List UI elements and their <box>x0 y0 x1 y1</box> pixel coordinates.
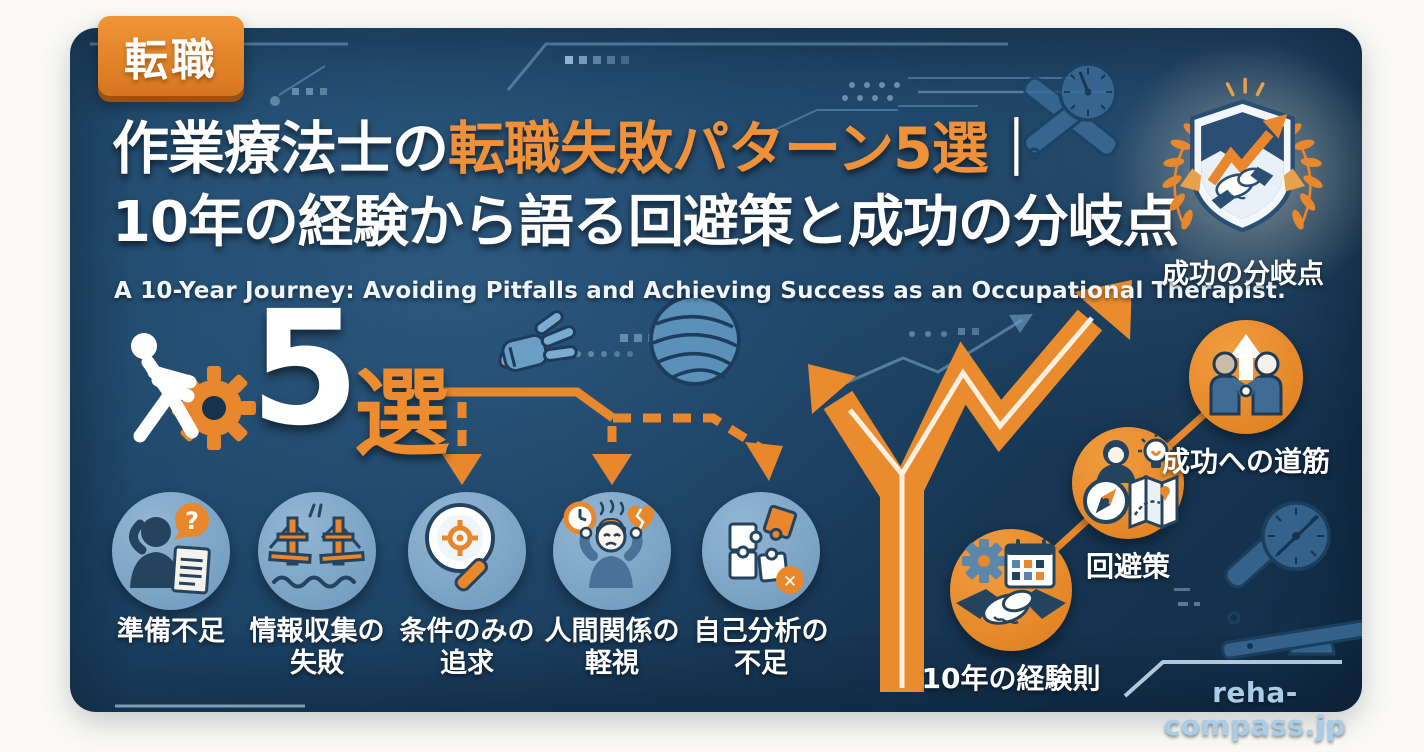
failure-item-relationships: 人間関係の 軽視 <box>532 492 692 681</box>
success-step-experience: 10年の経験則 <box>922 529 1100 697</box>
failure-label: 自己分析の 不足 <box>693 616 829 680</box>
broken-bridge-icon <box>258 492 376 610</box>
success-step-label: 成功への道筋 <box>1161 445 1330 478</box>
site-url: reha-compass.jp <box>1163 676 1347 742</box>
failure-item-conditions: 条件のみの 追求 <box>387 492 547 681</box>
success-shield-label: 成功の分岐点 <box>1162 259 1324 290</box>
success-step-path: 成功への道筋 <box>1162 320 1330 480</box>
title-separator: ｜ <box>987 116 1045 182</box>
failure-label: 条件のみの 追求 <box>399 616 535 680</box>
compass-map-icon <box>1072 427 1184 539</box>
failure-label: 人間関係の 軽視 <box>544 616 680 680</box>
shield-handshake-icon <box>1162 77 1323 233</box>
stressed-person-icon <box>553 492 671 610</box>
partnership-growth-icon <box>1189 320 1303 434</box>
subtitle-en: A 10-Year Journey: Avoiding Pitfalls and… <box>114 278 1287 304</box>
handshake-calendar-icon <box>950 529 1072 651</box>
failure-label: 準備不足 <box>117 616 225 647</box>
laurel-wreath <box>1162 123 1323 230</box>
failure-item-self-analysis: ✕ 自己分析の 不足 <box>681 492 841 681</box>
title-orange-part: 転職失敗パターン5選 <box>448 116 989 182</box>
missing-puzzle-icon: ✕ <box>702 492 820 610</box>
balance-board-icon <box>1221 616 1362 660</box>
failure-label: 情報収集の 失敗 <box>249 616 385 680</box>
category-badge-label: 転職 <box>124 35 218 86</box>
success-shield-badge <box>1150 76 1335 254</box>
person-pushing-gear-icon <box>131 333 256 450</box>
failure-item-preparation: ? 準備不足 <box>91 492 251 648</box>
confused-person-icon: ? <box>112 492 230 610</box>
rehab-glove-icon <box>498 310 578 372</box>
success-step-label: 10年の経験則 <box>921 662 1101 695</box>
success-step-avoidance: 回避策 <box>1072 427 1184 585</box>
topic-number-suffix: 選 <box>354 358 450 470</box>
success-step-label: 回避策 <box>1085 550 1170 583</box>
gym-ball-icon <box>649 294 741 386</box>
failure-item-information: 情報収集の 失敗 <box>237 492 397 681</box>
question-mark-glyph: ? <box>185 507 199 535</box>
infographic-panel: 転職 作業療法士の転職失敗パターン5選｜ 10年の経験から語る回避策と成功の分岐… <box>70 16 1362 742</box>
category-badge: 転職 <box>98 16 244 96</box>
title-line-1: 作業療法士の転職失敗パターン5選｜ <box>112 116 1045 182</box>
cross-glyph: ✕ <box>783 572 797 592</box>
title-line-2: 10年の経験から語る回避策と成功の分岐点 <box>112 190 1179 255</box>
title-white-part: 作業療法士の <box>112 116 449 182</box>
magnifier-target-icon <box>408 492 526 610</box>
topic-number-value: 5 <box>250 277 360 461</box>
goniometer-icon <box>1023 62 1119 161</box>
goniometer-handle-icon <box>1224 501 1331 625</box>
